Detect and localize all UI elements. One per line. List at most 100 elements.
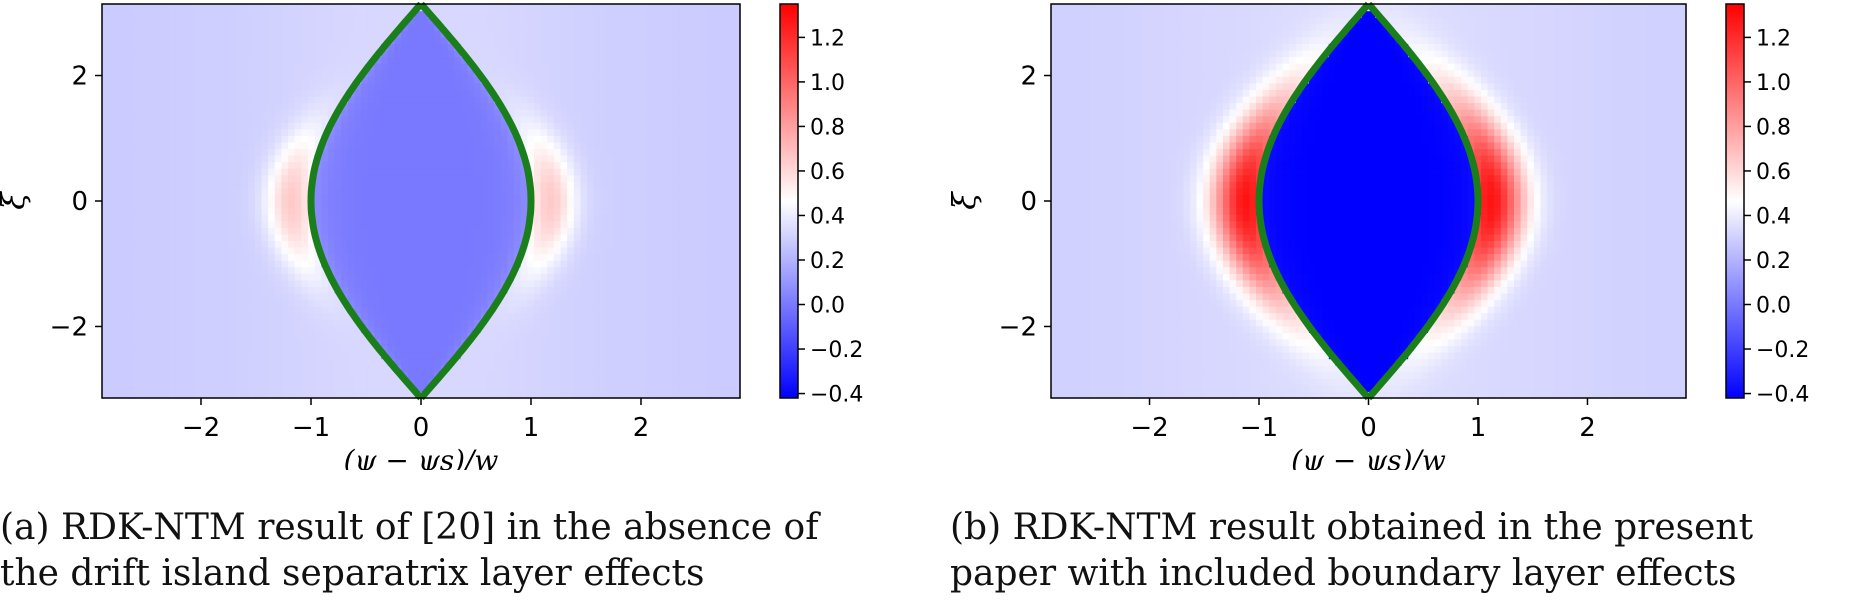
heatmap-cell — [121, 122, 130, 130]
heatmap-cell — [533, 201, 542, 209]
heatmap-cell — [520, 214, 528, 222]
heatmap-cell — [374, 102, 382, 110]
heatmap-cell — [507, 292, 515, 301]
heatmap-cell — [261, 312, 269, 320]
heatmap-cell — [553, 391, 562, 399]
heatmap-cell — [494, 319, 502, 327]
heatmap-cell — [480, 43, 489, 51]
heatmap-cell — [347, 135, 356, 143]
heatmap-cell — [527, 49, 535, 58]
heatmap-cell — [387, 109, 396, 117]
heatmap-cell — [613, 109, 621, 117]
heatmap-cell — [294, 128, 302, 136]
heatmap-cell — [507, 135, 515, 143]
heatmap-cell — [440, 194, 449, 202]
heatmap-cell — [274, 220, 283, 228]
heatmap-cell — [195, 279, 203, 287]
heatmap-cell — [261, 338, 269, 347]
heatmap-cell — [520, 253, 528, 261]
heatmap-cell — [553, 299, 562, 307]
heatmap-cell — [580, 102, 588, 110]
heatmap-cell — [640, 352, 648, 360]
heatmap-cell — [161, 56, 170, 64]
heatmap-cell — [500, 82, 508, 90]
heatmap-cell — [268, 332, 276, 340]
heatmap-cell — [434, 253, 442, 261]
heatmap-cell — [540, 102, 548, 110]
heatmap-cell — [540, 240, 548, 248]
heatmap-cell — [208, 384, 216, 393]
heatmap-cell — [547, 115, 555, 123]
heatmap-cell — [347, 325, 356, 333]
heatmap-cell — [540, 345, 548, 353]
heatmap-cell — [467, 187, 475, 196]
heatmap-cell — [580, 365, 588, 373]
heatmap-cell — [221, 95, 229, 104]
heatmap-cell — [128, 253, 136, 261]
heatmap-cell — [520, 17, 528, 25]
heatmap-cell — [301, 233, 309, 241]
heatmap-cell — [494, 168, 502, 176]
heatmap-cell — [148, 319, 156, 327]
heatmap-cell — [221, 384, 229, 393]
heatmap-cell — [620, 345, 628, 353]
heatmap-cell — [354, 155, 362, 163]
heatmap-cell — [381, 286, 389, 294]
heatmap-cell — [234, 30, 243, 38]
heatmap-cell — [128, 279, 136, 287]
heatmap-cell — [407, 352, 415, 360]
heatmap-cell — [115, 174, 123, 182]
heatmap-cell — [474, 10, 482, 18]
heatmap-cell — [480, 102, 489, 110]
heatmap-cell — [268, 4, 276, 12]
heatmap-cell — [407, 253, 415, 261]
heatmap-cell — [474, 43, 482, 51]
heatmap-cell — [334, 122, 342, 130]
heatmap-cell — [288, 17, 296, 25]
heatmap-cell — [155, 227, 163, 235]
heatmap-cell — [221, 253, 229, 261]
heatmap-cell — [627, 135, 635, 143]
heatmap-cell — [148, 201, 156, 209]
heatmap-cell — [327, 246, 336, 255]
heatmap-cell — [141, 325, 150, 333]
heatmap-cell — [321, 76, 329, 84]
heatmap-cell — [161, 207, 170, 215]
heatmap-cell — [234, 273, 243, 281]
heatmap-cell — [121, 227, 130, 235]
heatmap-cell — [620, 122, 628, 130]
heatmap-cell — [308, 306, 316, 314]
heatmap-cell — [347, 95, 356, 104]
heatmap-cell — [201, 378, 209, 386]
heatmap-cell — [327, 187, 336, 196]
heatmap-cell — [321, 63, 329, 71]
heatmap-cell — [188, 36, 196, 44]
heatmap-cell — [268, 95, 276, 104]
heatmap-cell — [208, 109, 216, 117]
heatmap-cell — [281, 63, 289, 71]
heatmap-cell — [175, 227, 183, 235]
heatmap-cell — [248, 345, 256, 353]
heatmap-cell — [175, 371, 183, 379]
heatmap-cell — [414, 273, 422, 281]
heatmap-cell — [321, 115, 329, 123]
heatmap-cell — [254, 266, 263, 274]
heatmap-cell — [294, 168, 302, 176]
heatmap-cell — [201, 128, 209, 136]
heatmap-cell — [161, 365, 170, 373]
heatmap-cell — [168, 352, 176, 360]
heatmap-cell — [454, 279, 462, 287]
heatmap-cell — [573, 391, 582, 399]
heatmap-cell — [321, 214, 329, 222]
heatmap-cell — [567, 36, 575, 44]
heatmap-cell — [573, 187, 582, 196]
heatmap-cell — [480, 89, 489, 97]
heatmap-cell — [367, 168, 376, 176]
heatmap-cell — [175, 207, 183, 215]
heatmap-cell — [261, 187, 269, 196]
heatmap-cell — [234, 391, 243, 399]
heatmap-cell — [646, 69, 655, 77]
heatmap-cell — [421, 227, 429, 235]
heatmap-cell — [115, 378, 123, 386]
heatmap-cell — [494, 69, 502, 77]
